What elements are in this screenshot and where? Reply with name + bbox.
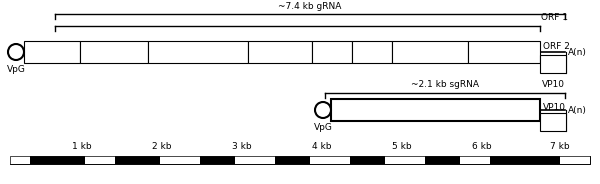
Text: A(n): A(n) (568, 47, 587, 56)
Text: ORF 1: ORF 1 (541, 13, 568, 22)
Text: VP10: VP10 (543, 102, 566, 112)
Bar (10, 156, 590, 164)
Text: Pro: Pro (365, 47, 379, 56)
Bar (80, 41, 148, 63)
Text: p23: p23 (106, 47, 122, 56)
Text: VP10: VP10 (542, 80, 565, 89)
Text: 6 kb: 6 kb (472, 142, 492, 151)
Text: VPg: VPg (323, 47, 341, 56)
Bar (148, 41, 248, 63)
Text: A(n): A(n) (568, 105, 587, 114)
Bar (160, 156, 200, 164)
Text: RdRp: RdRp (418, 47, 442, 56)
Bar (385, 156, 425, 164)
Text: 4 kb: 4 kb (312, 142, 332, 151)
Text: 7 kb: 7 kb (550, 142, 570, 151)
Text: p29: p29 (271, 47, 289, 56)
Bar (235, 156, 275, 164)
Text: 5 kb: 5 kb (392, 142, 412, 151)
Text: VP60: VP60 (424, 105, 447, 114)
Text: ~2.1 kb sgRNA: ~2.1 kb sgRNA (411, 80, 479, 89)
Text: 3 kb: 3 kb (232, 142, 252, 151)
Bar (10, 156, 30, 164)
Bar (24, 41, 80, 63)
Circle shape (8, 44, 24, 60)
Text: VpG: VpG (314, 123, 332, 132)
Bar (560, 156, 590, 164)
Bar (331, 99, 540, 121)
Bar (352, 41, 392, 63)
Bar (460, 156, 490, 164)
Text: ~7.4 kb gRNA: ~7.4 kb gRNA (278, 2, 341, 11)
Text: p16: p16 (43, 47, 61, 56)
Bar (310, 156, 350, 164)
Text: 2C-like: 2C-like (182, 47, 214, 56)
Text: VpG: VpG (7, 65, 25, 74)
Bar (248, 41, 312, 63)
Bar (85, 156, 115, 164)
Text: ORF 2: ORF 2 (543, 42, 570, 51)
Circle shape (315, 102, 331, 118)
Bar (392, 41, 468, 63)
Bar (312, 41, 352, 63)
Bar (540, 55, 566, 73)
Text: 2 kb: 2 kb (152, 142, 172, 151)
Text: VP60: VP60 (493, 47, 515, 56)
Bar (540, 113, 566, 131)
Text: 1 kb: 1 kb (72, 142, 92, 151)
Bar (10, 156, 590, 164)
Bar (468, 41, 540, 63)
